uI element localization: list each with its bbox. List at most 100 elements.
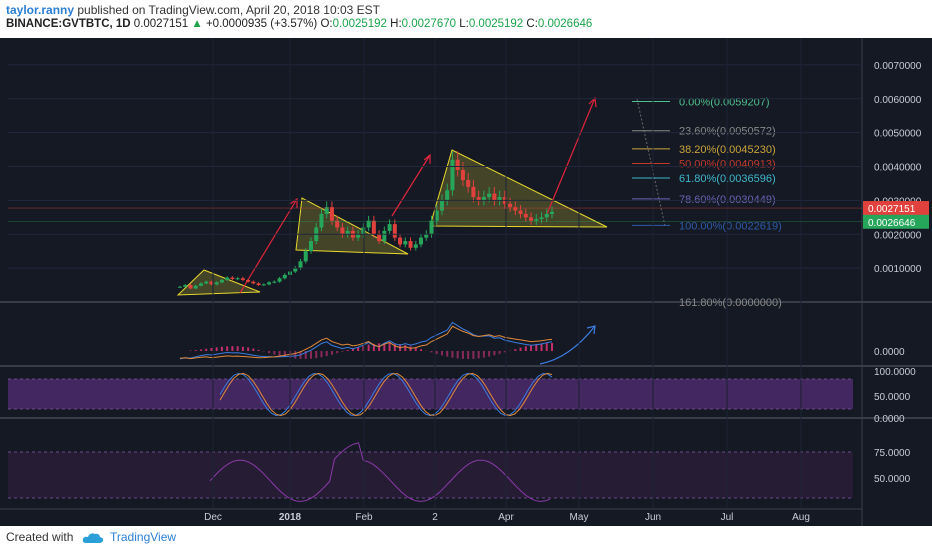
price-badge-label: 0.0027151 [868, 204, 916, 215]
macd-bar [545, 343, 548, 351]
candle-body [439, 200, 444, 211]
x-tick-label: Jul [721, 512, 734, 523]
macd-bar [383, 343, 386, 351]
macd-bar [278, 351, 281, 356]
macd-bar [467, 351, 470, 359]
macd-bar [210, 348, 213, 351]
macd-bar [551, 343, 553, 351]
candle-body [251, 281, 256, 284]
macd-bar [241, 346, 244, 351]
macd-bar [220, 346, 223, 351]
candle-body [188, 285, 193, 289]
triangle-pattern-1 [176, 269, 261, 296]
high-label: H: [390, 18, 402, 30]
price-change: +0.0000935 (+3.57%) [205, 18, 318, 30]
candle-body [335, 220, 340, 228]
candle-body [272, 281, 277, 283]
candle-body [219, 279, 224, 283]
candle-body [544, 213, 549, 218]
macd-bar [388, 343, 391, 351]
candle-body [419, 237, 424, 245]
macd-signal-line [179, 325, 553, 360]
y-tick-label: 0.0050000 [874, 129, 922, 140]
chart-svg[interactable]: 0.00%(0.0059207)23.60%(0.0050572)38.20%(… [0, 38, 932, 526]
candle-body [204, 281, 209, 284]
macd-bar [488, 351, 491, 357]
candle-body [481, 197, 486, 201]
candle-body [356, 234, 361, 238]
candle-body [361, 227, 366, 235]
macd-bar [477, 351, 480, 359]
low-label: L: [459, 18, 469, 30]
candle-body [382, 230, 387, 242]
x-tick-label: 2 [432, 512, 438, 523]
candle-body [240, 278, 245, 280]
chart-area[interactable]: 0.00%(0.0059207)23.60%(0.0050572)38.20%(… [0, 38, 932, 526]
macd-bar [493, 351, 496, 356]
macd-bar [535, 344, 538, 351]
candle-body [398, 237, 403, 245]
macd-bar [372, 343, 375, 351]
candle-body [366, 220, 371, 228]
open-label: O: [320, 18, 333, 30]
macd-bar [205, 348, 208, 351]
candle-body [246, 279, 251, 282]
candle-body [198, 283, 203, 286]
y-tick-label: 0.0020000 [874, 230, 922, 241]
projection-arrows [239, 96, 597, 294]
macd-bar [519, 347, 522, 351]
candle-body [460, 169, 465, 181]
macd-bar [362, 345, 365, 351]
tradingview-brand[interactable]: TradingView [110, 530, 177, 544]
candle-body [387, 224, 392, 231]
macd-bar [357, 347, 360, 351]
fib-level-label: 161.80%(0.0000000) [679, 297, 782, 309]
candle-body [508, 203, 513, 208]
macd-bar [524, 346, 527, 351]
sub-y-tick-label: 100.0000 [874, 367, 916, 378]
stoch-d-line [219, 372, 553, 417]
candle-body [445, 190, 450, 201]
candle-body [392, 224, 397, 238]
x-tick-label: Aug [792, 512, 810, 523]
candle-body [178, 286, 182, 288]
candle-body [267, 282, 272, 285]
candle-body [466, 180, 471, 187]
macd-bar [420, 349, 423, 351]
macd-bar [194, 350, 197, 351]
macd-bar [451, 351, 454, 358]
candle-body [434, 210, 439, 221]
macd-bar [367, 344, 370, 351]
macd-bar [304, 351, 307, 359]
candle-body [308, 241, 313, 252]
candle-body [225, 277, 230, 280]
y-tick-label: 0.0040000 [874, 163, 922, 174]
macd-line [179, 321, 553, 360]
close-value: 0.0026646 [537, 18, 593, 30]
candle-body [476, 197, 481, 201]
x-tick-label: Dec [204, 512, 222, 523]
stoch-k-line [219, 372, 553, 417]
macd-bar [430, 351, 433, 353]
x-tick-label: Jun [645, 512, 661, 523]
publish-line: taylor.ranny published on TradingView.co… [6, 3, 380, 17]
candle-body [513, 207, 518, 211]
macd-bar [294, 351, 297, 359]
published-text: published on TradingView.com, April 20, … [74, 3, 381, 17]
macd-bar [247, 347, 250, 351]
candle-body [209, 281, 214, 285]
x-tick-label: Feb [355, 512, 373, 523]
x-tick-label: Apr [498, 512, 514, 523]
sub-y-tick-label: 0.0000 [874, 414, 905, 425]
macd-bar [199, 349, 202, 351]
sub-y-tick-label: 0.0000 [874, 347, 905, 358]
high-value: 0.0027670 [401, 18, 457, 30]
candle-body [550, 211, 554, 214]
author-link[interactable]: taylor.ranny [6, 3, 75, 17]
macd-bar [257, 349, 260, 351]
candle-body [340, 227, 345, 235]
candle-body [534, 219, 539, 221]
candle-body [424, 234, 429, 238]
macd-bar [414, 347, 417, 351]
candle-body [345, 230, 350, 235]
